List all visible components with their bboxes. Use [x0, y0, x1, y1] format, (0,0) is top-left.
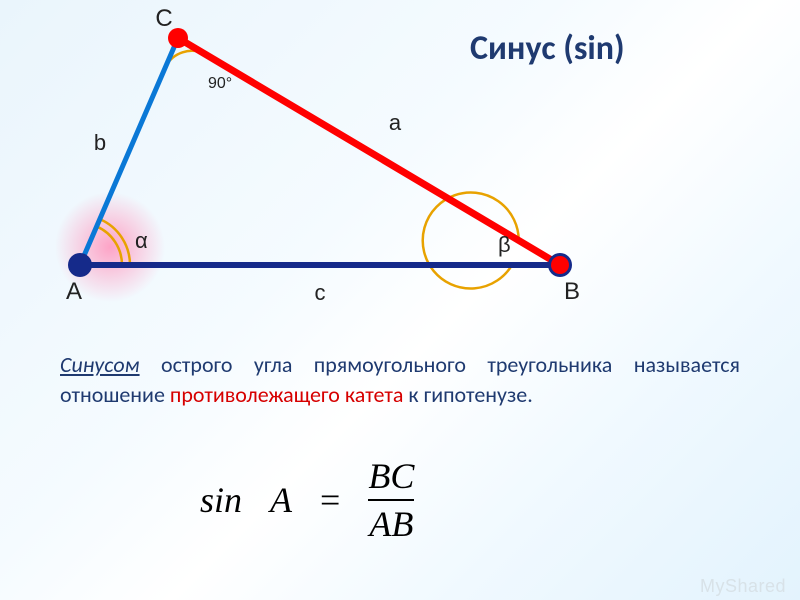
definition-accent: противолежащего катета	[170, 381, 404, 408]
svg-text:α: α	[135, 228, 148, 253]
definition-term: Синусом	[60, 351, 140, 378]
svg-text:C: C	[155, 5, 172, 32]
svg-text:B: B	[564, 278, 580, 305]
svg-text:A: A	[66, 278, 82, 305]
formula-eq: =	[320, 479, 340, 521]
triangle-diagram: A B Cc b a α β 90°	[0, 0, 800, 330]
svg-text:a: a	[389, 110, 402, 135]
formula: sin A = BC AB	[200, 455, 414, 545]
formula-arg: A	[270, 479, 292, 521]
svg-text:β: β	[498, 232, 511, 257]
definition-part-after: к гипотенузе.	[403, 381, 532, 408]
formula-bar	[368, 499, 414, 501]
formula-denominator: AB	[369, 503, 413, 545]
formula-numerator: BC	[368, 455, 414, 497]
svg-text:c: c	[315, 280, 326, 305]
svg-text:90°: 90°	[208, 75, 232, 92]
svg-text:b: b	[94, 130, 106, 155]
watermark: MyShared	[700, 576, 786, 597]
formula-fraction: BC AB	[368, 455, 414, 545]
definition-text: Синусом острого угла прямоугольного треу…	[60, 350, 740, 409]
formula-func: sin	[200, 479, 242, 521]
